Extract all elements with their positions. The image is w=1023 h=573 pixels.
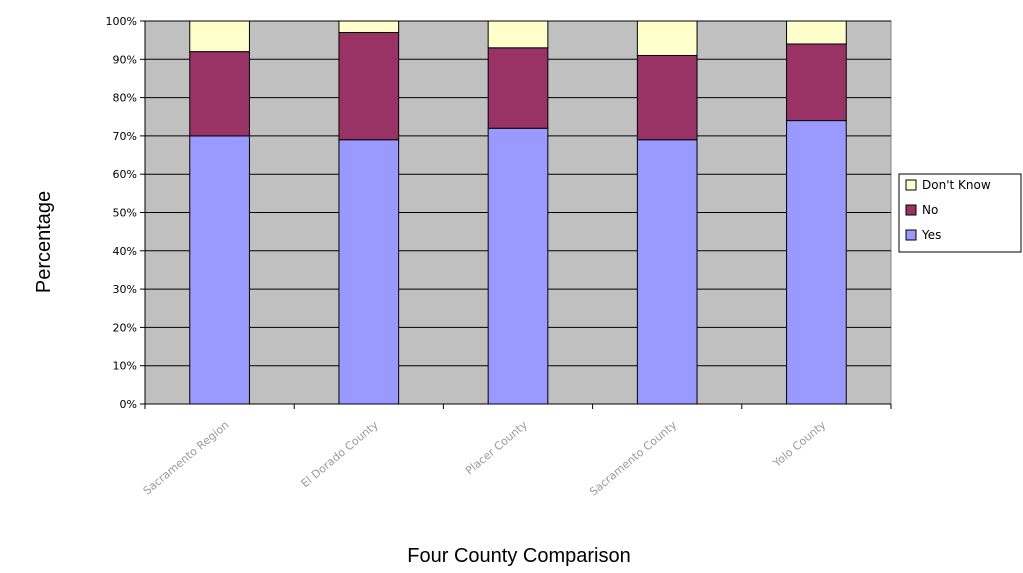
legend-label: Yes <box>921 228 941 242</box>
bar-segment <box>189 20 250 53</box>
bar-segment <box>189 51 250 137</box>
bar-segment <box>487 127 549 405</box>
legend-label: Don't Know <box>922 178 991 192</box>
y-axis-title: Percentage <box>33 191 55 293</box>
legend-swatch <box>905 179 917 191</box>
y-tick-labels: 0% 10% 20% 30% 40% 50% 60% 70% 80% 90% 100% <box>106 15 145 411</box>
legend: Don't Know No Yes <box>898 173 1022 253</box>
bar-segment <box>786 120 847 405</box>
legend-label: No <box>922 203 938 217</box>
y-tick-label: 90% <box>113 53 137 66</box>
bar-segment <box>636 20 698 56</box>
legend-swatch <box>905 204 917 216</box>
y-tick-label: 100% <box>106 15 137 28</box>
y-tick-label: 40% <box>113 245 137 258</box>
bars <box>189 20 847 405</box>
bar-segment <box>487 47 549 129</box>
bar-segment <box>636 139 698 405</box>
x-tick-label: Sacramento County <box>587 418 679 498</box>
x-tick-label: El Dorado County <box>299 418 382 490</box>
x-tick-labels: Sacramento Region El Dorado County Placer … <box>141 404 892 499</box>
x-tick-label: Placer County <box>463 418 530 477</box>
y-tick-label: 20% <box>113 321 137 334</box>
bar-segment <box>338 31 400 141</box>
y-tick-label: 30% <box>113 283 137 296</box>
legend-box <box>898 173 1022 253</box>
bar-segment <box>487 20 549 49</box>
y-tick-label: 70% <box>113 130 137 143</box>
bar-segment <box>338 20 400 33</box>
x-tick-label: Yolo County <box>770 418 829 470</box>
y-tick-label: 60% <box>113 168 137 181</box>
y-tick-label: 50% <box>113 207 137 220</box>
y-tick-label: 10% <box>113 360 137 373</box>
x-tick-label: Sacramento Region <box>141 418 232 497</box>
bar-segment <box>338 139 400 405</box>
bar-segment <box>189 135 250 405</box>
bar-segment <box>636 54 698 141</box>
legend-swatch <box>905 229 917 241</box>
y-tick-label: 80% <box>113 92 137 105</box>
bar-segment <box>786 20 847 45</box>
y-tick-label: 0% <box>120 398 137 411</box>
x-axis-title: Four County Comparison <box>407 545 630 567</box>
bar-segment <box>786 43 847 122</box>
